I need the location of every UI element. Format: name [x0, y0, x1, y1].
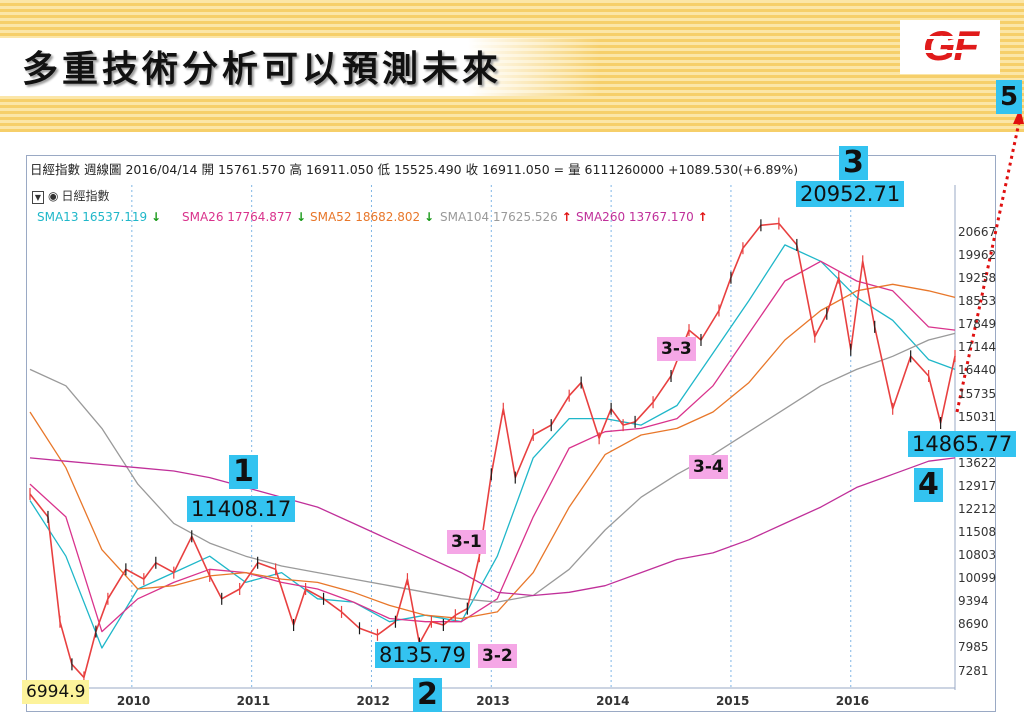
series-line-sma26 [29, 260, 956, 633]
series-line-sma260 [29, 457, 956, 597]
y-tick-label: 7985 [958, 640, 989, 655]
company-logo: GF [900, 20, 1000, 74]
slide-title: 多重技術分析可以預測未來 [22, 48, 503, 90]
y-tick-label: 15031 [958, 409, 997, 424]
y-tick-label: 11508 [958, 525, 997, 539]
wave-3-label: 3 [839, 146, 868, 180]
wave-1-value: 11408.17 [187, 496, 296, 522]
start-value-label: 6994.9 [22, 680, 90, 704]
wave-3-1-label: 3-1 [447, 530, 486, 554]
y-tick-label: 19962 [958, 248, 997, 262]
wave-1-label: 1 [229, 455, 258, 489]
x-tick-label: 2013 [476, 694, 510, 708]
y-tick-label: 10803 [958, 548, 997, 563]
wave-4-label: 4 [914, 468, 943, 502]
y-tick-label: 9394 [958, 594, 989, 609]
logo-text: GF [922, 22, 979, 69]
wave-2-value: 8135.79 [375, 642, 470, 668]
y-tick-label: 16440 [958, 363, 997, 378]
series-line-日經指數 [29, 222, 956, 679]
y-tick-label: 15735 [958, 386, 997, 401]
chart-frame [26, 155, 996, 712]
title-band [0, 38, 600, 96]
projection-line [955, 117, 1022, 413]
y-tick-label: 10099 [958, 571, 997, 586]
x-tick-label: 2012 [356, 694, 390, 708]
wave-4-value: 14865.77 [908, 431, 1017, 457]
y-tick-label: 7281 [958, 663, 989, 678]
projection-arrowhead [1013, 108, 1024, 124]
sma-legend-label: SMA26 17764.877 [182, 210, 296, 224]
wave-2-label: 2 [413, 678, 442, 712]
sma-legend-label: SMA260 13767.170 [576, 210, 698, 224]
sma-legend-label: SMA52 18682.802 [310, 210, 424, 224]
series-line-sma52 [29, 283, 956, 620]
wave-3-3-label: 3-3 [657, 337, 696, 361]
y-tick-label: 17849 [958, 317, 997, 332]
x-tick-label: 2016 [835, 694, 870, 708]
y-tick-label: 13622 [958, 455, 997, 470]
collapse-icon[interactable]: ▼ [32, 191, 44, 204]
y-tick-label: 18553 [958, 294, 997, 309]
arrow-up-icon: ↑ [697, 210, 708, 224]
wave-3-4-label: 3-4 [689, 455, 728, 479]
wave-3-2-label: 3-2 [478, 644, 517, 668]
sma-legend-item: SMA104 17625.526 ↑ [440, 210, 572, 224]
sma-legend-label: SMA13 16537.119 [37, 210, 151, 224]
x-tick-label: 2015 [715, 694, 750, 708]
y-tick-label: 20667 [958, 224, 997, 239]
sma-legend-item: SMA52 18682.802 ↓ [310, 210, 434, 224]
logo-stripe [906, 36, 994, 39]
series-line-sma104 [29, 332, 956, 603]
x-tick-label: 2014 [596, 694, 630, 708]
arrow-down-icon: ↓ [150, 210, 162, 224]
chart-legend-title: ▼ ◉ 日經指數 [32, 187, 110, 204]
sma-legend-item: SMA26 17764.877 ↓ [182, 210, 306, 224]
y-tick-label: 12917 [958, 478, 997, 493]
chart-info-bar: 日經指數 週線圖 2016/04/14 開 15761.570 高 16911.… [30, 162, 799, 177]
arrow-down-icon: ↓ [295, 210, 307, 224]
wave-3-value: 20952.71 [796, 181, 905, 207]
y-tick-label: 17144 [958, 340, 997, 355]
x-tick-label: 2010 [116, 694, 151, 708]
arrow-down-icon: ↓ [423, 210, 435, 224]
y-tick-label: 8690 [958, 617, 989, 632]
y-tick-label: 19258 [958, 271, 997, 286]
sma-legend-label: SMA104 17625.526 [440, 210, 562, 224]
sma-legend-item: SMA13 16537.119 ↓ [37, 210, 161, 224]
x-tick-label: 2011 [236, 694, 271, 708]
logo-stripe [906, 50, 994, 53]
series-line-sma13 [29, 244, 956, 649]
legend-title: 日經指數 [61, 189, 110, 203]
y-tick-label: 12212 [958, 501, 997, 516]
arrow-up-icon: ↑ [561, 210, 572, 224]
sma-legend-item: SMA260 13767.170 ↑ [576, 210, 708, 224]
wave-5-label: 5 [996, 80, 1023, 114]
radio-icon[interactable]: ◉ [48, 189, 59, 203]
